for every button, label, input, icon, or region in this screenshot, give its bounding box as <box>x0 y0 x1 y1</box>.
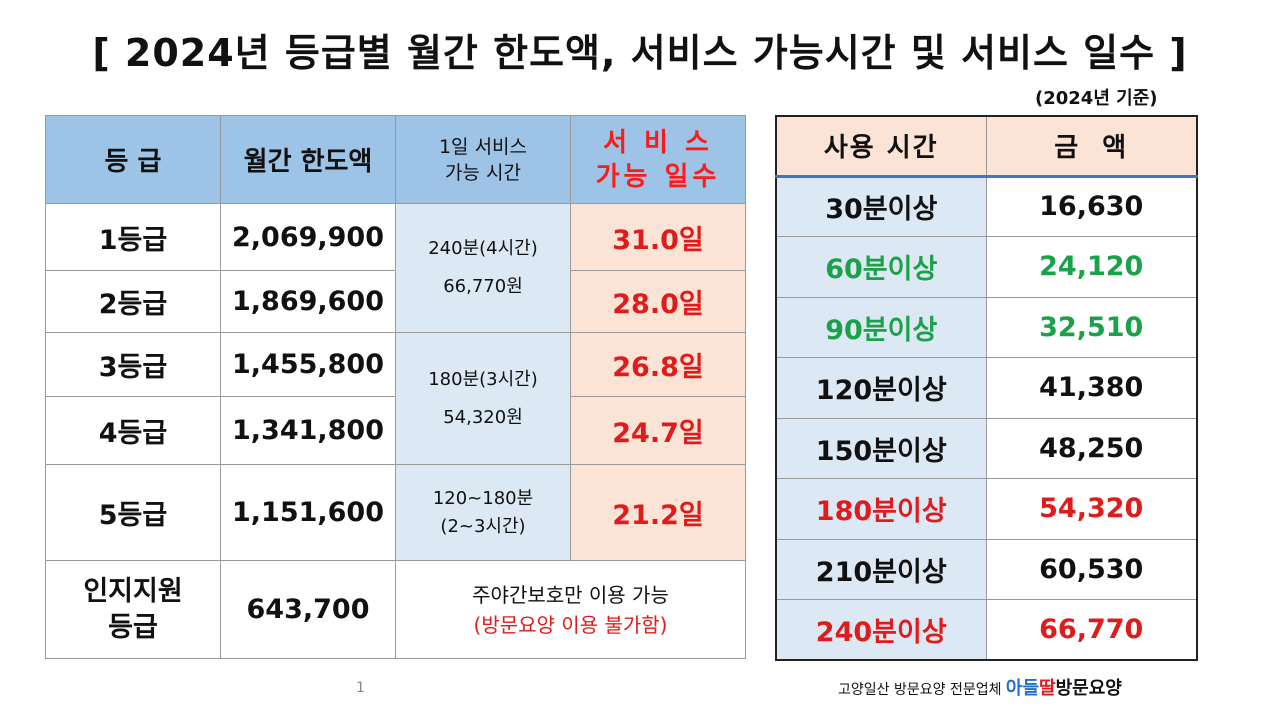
amount-cell: 32,510 <box>986 296 1198 358</box>
limit-cell: 1,455,800 <box>220 332 396 397</box>
footer-brand: 고양일산 방문요양 전문업체 아들딸방문요양 <box>838 674 1122 700</box>
header-service-days: 서 비 스 가능 일수 <box>570 115 746 204</box>
table-row: 2등급 1,869,600 28.0일 <box>45 270 746 333</box>
service-time-cell: 120~180분 (2~3시간) <box>395 464 571 561</box>
limit-cell: 1,151,600 <box>220 464 396 561</box>
table-row: 150분이상 48,250 <box>776 417 1198 479</box>
table-row: 3등급 1,455,800 180분(3시간) 54,320원 26.8일 <box>45 332 746 465</box>
usage-time-cell: 120분이상 <box>776 357 987 418</box>
brand-part-c: 방문요양 <box>1055 678 1122 699</box>
usage-time-cell: 90분이상 <box>776 296 987 358</box>
page-number: 1 <box>356 680 365 696</box>
days-cell: 21.2일 <box>570 464 746 561</box>
grade-cell: 3등급 <box>45 332 221 397</box>
grade-table-header: 등 급 월간 한도액 1일 서비스 가능 시간 서 비 스 가능 일수 <box>45 115 746 204</box>
limit-cell: 1,869,600 <box>220 270 396 333</box>
grade-cell: 5등급 <box>45 464 221 561</box>
service-time-cell: 240분(4시간) 66,770원 <box>395 203 571 333</box>
amount-cell: 54,320 <box>986 478 1198 539</box>
table-row: 4등급 1,341,800 24.7일 <box>45 396 746 465</box>
usage-time-cell: 30분이상 <box>776 175 987 237</box>
grade-cell: 4등급 <box>45 396 221 465</box>
header-usage-time: 사용 시간 <box>776 116 987 178</box>
amount-cell: 16,630 <box>986 175 1198 237</box>
basis-year-label: (2024년 기준) <box>1035 88 1158 109</box>
amount-cell: 41,380 <box>986 357 1198 418</box>
amount-cell: 24,120 <box>986 236 1198 297</box>
table-row: 120분이상 41,380 <box>776 357 1198 418</box>
usage-time-cell: 180분이상 <box>776 478 987 539</box>
usage-time-cell: 240분이상 <box>776 599 987 660</box>
header-amount: 금 액 <box>986 116 1198 178</box>
footer-prefix: 고양일산 방문요양 전문업체 <box>838 682 1006 698</box>
days-cell: 24.7일 <box>570 396 746 465</box>
table-row: 인지지원 등급 643,700 주야간보호만 이용 가능 (방문요양 이용 불가… <box>45 560 746 659</box>
grade-cell: 인지지원 등급 <box>45 560 221 659</box>
table-row: 30분이상 16,630 <box>776 175 1198 237</box>
amount-cell: 66,770 <box>986 599 1198 660</box>
days-cell: 26.8일 <box>570 332 746 397</box>
header-grade: 등 급 <box>45 115 221 204</box>
usage-time-cell: 60분이상 <box>776 236 987 297</box>
days-cell: 31.0일 <box>570 203 746 271</box>
table-row: 5등급 1,151,600 120~180분 (2~3시간) 21.2일 <box>45 464 746 561</box>
cognitive-note-cell: 주야간보호만 이용 가능 (방문요양 이용 불가함) <box>395 560 746 659</box>
header-service-time: 1일 서비스 가능 시간 <box>395 115 571 204</box>
fee-table-header: 사용 시간 금 액 <box>776 116 1198 178</box>
table-row: 180분이상 54,320 <box>776 478 1198 539</box>
table-row: 90분이상 32,510 <box>776 296 1198 358</box>
table-row: 240분이상 66,770 <box>776 599 1198 660</box>
usage-time-cell: 210분이상 <box>776 538 987 600</box>
brand-part-a: 아들 <box>1005 678 1040 699</box>
table-row: 60분이상 24,120 <box>776 236 1198 297</box>
page-title: [ 2024년 등급별 월간 한도액, 서비스 가능시간 및 서비스 일수 ] <box>92 31 1188 75</box>
usage-time-cell: 150분이상 <box>776 417 987 479</box>
brand-part-b: 딸 <box>1039 678 1056 699</box>
table-row: 1등급 2,069,900 240분(4시간) 66,770원 31.0일 <box>45 203 746 333</box>
limit-cell: 643,700 <box>220 560 396 659</box>
header-limit: 월간 한도액 <box>220 115 396 204</box>
grade-cell: 1등급 <box>45 203 221 271</box>
limit-cell: 1,341,800 <box>220 396 396 465</box>
amount-cell: 60,530 <box>986 538 1198 600</box>
table-row: 210분이상 60,530 <box>776 538 1198 600</box>
grade-cell: 2등급 <box>45 270 221 333</box>
amount-cell: 48,250 <box>986 417 1198 479</box>
limit-cell: 2,069,900 <box>220 203 396 271</box>
service-time-cell: 180분(3시간) 54,320원 <box>395 332 571 465</box>
usage-fee-table: 사용 시간 금 액 30분이상 16,630 60분이상 24,120 90분이상 32,… <box>775 115 1198 661</box>
grade-limit-table: 등 급 월간 한도액 1일 서비스 가능 시간 서 비 스 가능 일수 1등급 … <box>45 115 746 659</box>
days-cell: 28.0일 <box>570 270 746 333</box>
